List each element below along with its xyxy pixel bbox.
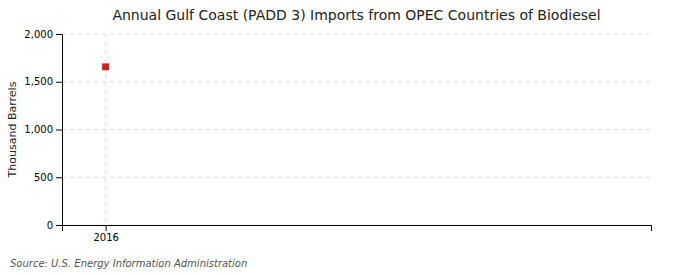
grid	[62, 34, 651, 225]
tick-mark	[56, 82, 62, 83]
y-axis-label: Thousand Barrels	[6, 81, 19, 178]
tick: 2,000	[24, 29, 62, 40]
tick: 2016	[93, 225, 118, 243]
tick-mark	[56, 225, 62, 226]
y-axis: 0 500 1,000 1,500 2,000	[24, 29, 62, 231]
marks	[102, 63, 109, 70]
point	[102, 63, 109, 70]
grid-line	[62, 34, 651, 35]
tick: 1,000	[24, 124, 62, 135]
chart-container: 0 500 1,000 1,500 2,000 2016 Annual Gulf Coast…	[0, 0, 675, 275]
annotation: Source: U.S. Energy Information Administ…	[10, 258, 247, 269]
tick-label: 2016	[93, 232, 118, 243]
title: Annual Gulf Coast (PADD 3) Imports from …	[112, 7, 600, 23]
grid-line	[62, 177, 651, 178]
tick: 500	[34, 172, 62, 183]
tick-label: 500	[34, 172, 53, 183]
tick-label: 1,000	[24, 124, 53, 135]
grid-line	[62, 81, 651, 82]
tick-mark	[56, 34, 62, 35]
x-axis: 2016	[63, 225, 652, 243]
chart-svg: 0 500 1,000 1,500 2,000 2016 Annual Gulf Coast…	[0, 0, 675, 275]
grid-line	[62, 129, 651, 130]
tick-mark	[56, 177, 62, 178]
tick-label: 1,500	[24, 76, 53, 87]
tick-label: 0	[47, 220, 53, 231]
tick: 1,500	[24, 76, 62, 87]
plot-area: 0 500 1,000 1,500 2,000 2016	[24, 29, 651, 243]
tick: 0	[47, 220, 62, 231]
axis-line	[63, 226, 652, 232]
tick-label: 2,000	[24, 29, 53, 40]
tick-mark	[56, 130, 62, 131]
axis-line	[56, 35, 63, 226]
tick-mark	[106, 225, 107, 231]
grid-line	[105, 34, 106, 225]
